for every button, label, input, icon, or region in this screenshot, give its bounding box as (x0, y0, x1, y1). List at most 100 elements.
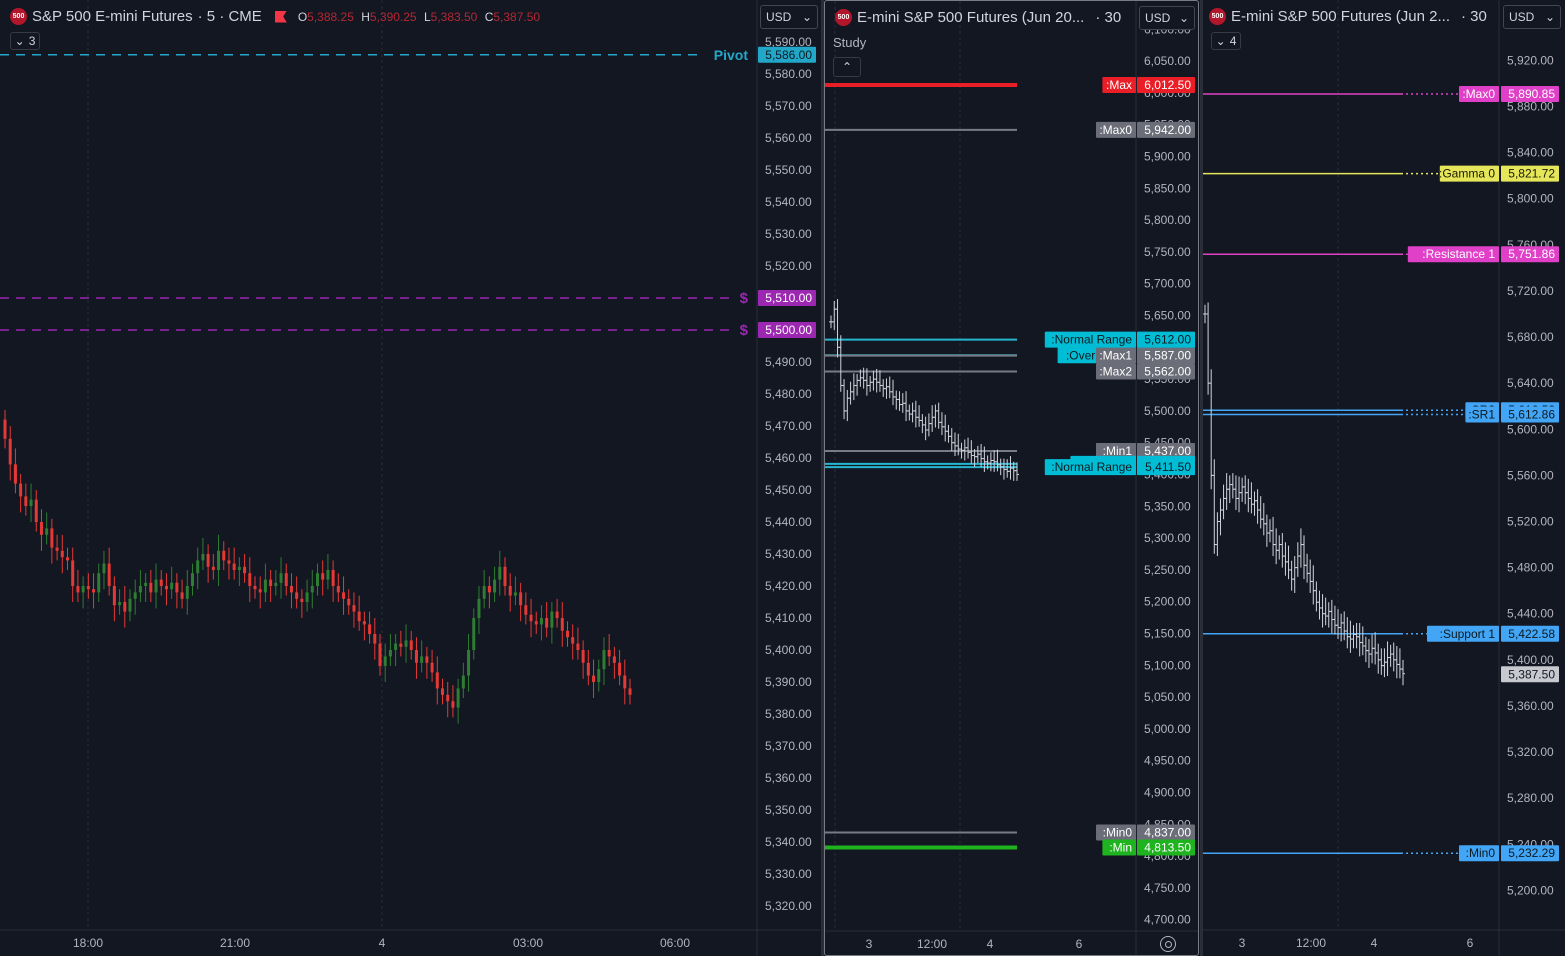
candle-body (560, 618, 564, 631)
mid-chart-pane[interactable]: 6,100.006,050.006,000.005,950.005,900.00… (824, 0, 1199, 956)
candle-body (451, 701, 455, 708)
candle-body (211, 566, 215, 570)
symbol-logo-icon[interactable]: 500 (10, 8, 27, 25)
candle-body (493, 579, 497, 593)
price-tick-label: 5,450.00 (765, 483, 812, 497)
level-name-tag-bg (1096, 442, 1136, 459)
price-tick-label: 5,330.00 (765, 867, 812, 881)
candle-body (191, 573, 194, 586)
level-price-tag-bg (1501, 625, 1559, 642)
study-collapse-button[interactable]: ⌃ (833, 57, 861, 77)
mid-chart-canvas[interactable]: 6,100.006,050.006,000.005,950.005,900.00… (825, 1, 1199, 956)
indicators-collapse-button[interactable]: ⌄ 3 (10, 32, 40, 50)
symbol-interval[interactable]: · 30 (1461, 8, 1487, 25)
level-price-tag: 5,422.58 (1508, 627, 1555, 641)
symbol-title[interactable]: E-mini S&P 500 Futures (Jun 2... (1231, 8, 1450, 25)
candle-body (373, 634, 377, 644)
right-chart-canvas[interactable]: 5,920.005,880.005,840.005,800.005,760.00… (1203, 0, 1565, 956)
level-name-tag: :Min0 (1466, 846, 1496, 860)
price-tick-label: 5,570.00 (765, 99, 812, 113)
symbol-interval[interactable]: · 30 (1095, 9, 1122, 26)
price-tick-label: 5,410.00 (765, 611, 812, 625)
chevron-up-icon: ⌃ (841, 60, 853, 74)
right-legend: 500 E-mini S&P 500 Futures (Jun 2... · 3… (1209, 8, 1487, 25)
level-price-tag-bg (1137, 363, 1195, 380)
symbol-title[interactable]: S&P 500 E-mini Futures (32, 8, 193, 25)
candle-body (592, 675, 596, 682)
candle-body (399, 643, 403, 647)
candle-body (263, 579, 267, 593)
currency-select[interactable]: USD ⌄ (760, 5, 818, 29)
price-tick-label: 5,800.00 (1507, 192, 1554, 206)
candle-body (342, 592, 346, 599)
candle-body (477, 598, 481, 618)
level-price-tag-bg (1137, 824, 1195, 841)
time-tick-label: 12:00 (917, 937, 947, 951)
symbol-logo-icon[interactable]: 500 (1209, 8, 1226, 25)
price-tick-label: 5,880.00 (1507, 99, 1554, 113)
symbol-interval[interactable]: · 5 · CME (197, 8, 262, 25)
price-tick-label: 5,750.00 (1144, 245, 1191, 259)
time-tick-label: 21:00 (220, 936, 250, 950)
price-tick-label: 5,520.00 (1507, 514, 1554, 528)
price-tick-label: 5,900.00 (1144, 150, 1191, 164)
flag-icon[interactable] (274, 10, 287, 23)
left-chart-canvas[interactable]: 5,590.00 5,580.00 5,570.00 5,560.00 5,550.00… (0, 0, 820, 956)
candle-body (201, 554, 205, 561)
currency-select[interactable]: USD ⌄ (1503, 5, 1561, 29)
candle-body (347, 598, 351, 606)
candle-body (170, 582, 174, 590)
level-price-tag-bg (1501, 406, 1559, 423)
candle-body (456, 688, 460, 708)
level-name-tag-bg (1465, 406, 1499, 423)
candle-body (321, 573, 325, 580)
candle-body (576, 643, 580, 650)
candle-body (60, 550, 64, 558)
price-tick-label: 5,470.00 (765, 419, 812, 433)
price-tick-label: 5,320.00 (1507, 745, 1554, 759)
price-tick-label: 5,440.00 (765, 515, 812, 529)
price-tick-label: 5,200.00 (1144, 595, 1191, 609)
level-name-tag: :Max2 (1099, 364, 1132, 378)
indicators-collapse-button[interactable]: ⌄ 4 (1211, 32, 1241, 50)
level-name-tag-bg (1096, 121, 1136, 138)
level-price-tag: 5,612.00 (1144, 333, 1191, 347)
level-name-tag-bg (1044, 459, 1136, 476)
candle-body (612, 656, 616, 663)
study-label[interactable]: Study (833, 35, 867, 50)
pane-divider[interactable] (821, 0, 824, 956)
price-tick-label: 5,280.00 (1507, 791, 1554, 805)
level-name-tag: :Min0 (1103, 826, 1133, 840)
candle-body (3, 419, 7, 439)
candle-body (383, 656, 387, 666)
candle-body (39, 522, 43, 535)
candle-body (50, 528, 54, 548)
right-chart-pane[interactable]: 5,920.00 5,880.00 5,840.00 5,800.00 5,760.00… (1203, 0, 1565, 956)
level-price-tag-bg (1501, 246, 1559, 263)
symbol-logo-icon[interactable]: 500 (835, 9, 852, 26)
left-chart-pane[interactable]: 5,590.00 5,580.00 5,570.00 5,560.00 5,550.00… (0, 0, 820, 956)
candle-body (154, 579, 158, 593)
candle-body (420, 656, 424, 663)
candle-body (138, 586, 142, 593)
candle-body (566, 630, 569, 638)
candle-body (289, 586, 293, 593)
level-price-tag-bg (758, 46, 816, 63)
level-price-tag-bg (1137, 347, 1195, 364)
candle-body (529, 614, 533, 622)
candle-body (446, 694, 450, 702)
candle-body (133, 592, 137, 599)
mid-legend: 500 E-mini S&P 500 Futures (Jun 20... · … (835, 9, 1121, 26)
price-tick-label: 5,400.00 (765, 643, 812, 657)
candle-body (29, 499, 33, 506)
level-price-tag-bg (1137, 331, 1195, 348)
pane-divider[interactable] (1200, 0, 1203, 956)
price-tick-label: 5,000.00 (1144, 722, 1191, 736)
currency-select[interactable]: USD ⌄ (1139, 6, 1195, 30)
symbol-title[interactable]: E-mini S&P 500 Futures (Jun 20... (857, 9, 1085, 26)
candle-body (581, 650, 585, 663)
candle-body (487, 586, 491, 593)
price-tick-label: 5,550.00 (765, 163, 812, 177)
settings-gear-icon[interactable] (1160, 936, 1176, 952)
candle-body (81, 586, 85, 593)
